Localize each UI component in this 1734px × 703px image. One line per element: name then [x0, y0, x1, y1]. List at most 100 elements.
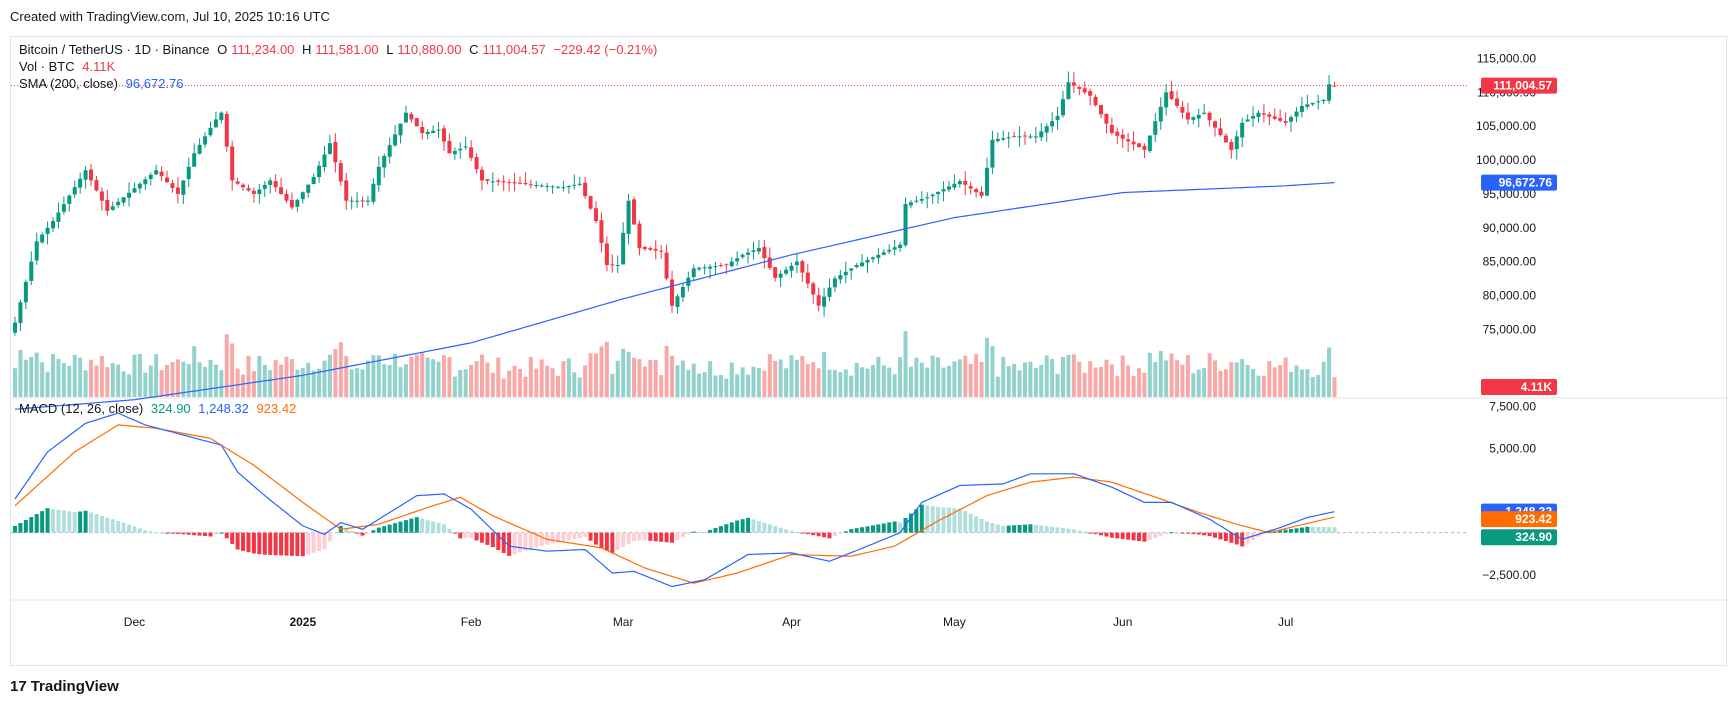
- volume-bar: [691, 363, 696, 397]
- volume-bar: [1294, 365, 1299, 397]
- macd-histogram-bar: [1196, 532, 1201, 535]
- macd-histogram-bar: [572, 532, 577, 540]
- candle-body: [925, 197, 930, 199]
- candle-body: [946, 186, 951, 190]
- sma-label: SMA (200, close): [19, 76, 118, 91]
- candle-body: [680, 287, 685, 298]
- candle-body: [805, 272, 810, 284]
- tradingview-icon: 17: [10, 678, 27, 695]
- volume-bar: [257, 355, 262, 397]
- candle-body: [387, 145, 392, 157]
- macd-histogram-bar: [137, 528, 142, 533]
- volume-bar: [1240, 359, 1245, 397]
- candle-body: [1289, 117, 1294, 122]
- candle-body: [40, 234, 45, 243]
- candle-body: [89, 169, 94, 181]
- macd-histogram-bar: [300, 532, 305, 557]
- macd-histogram-bar: [724, 524, 729, 533]
- macd-histogram-bar: [1044, 526, 1049, 533]
- macd-histogram-bar: [1191, 532, 1196, 535]
- volume-bar: [822, 352, 827, 397]
- volume-bar: [941, 367, 946, 397]
- volume-bar: [29, 356, 34, 397]
- macd-histogram-bar: [1142, 532, 1147, 542]
- macd-histogram-bar: [550, 532, 555, 544]
- sma-legend[interactable]: SMA (200, close) 96,672.76: [19, 76, 187, 91]
- macd-histogram-bar: [653, 532, 658, 542]
- volume-bar: [653, 359, 658, 397]
- macd-histogram-bar: [387, 524, 392, 533]
- candle-body: [192, 153, 197, 167]
- candle-body: [295, 199, 300, 207]
- candle-body: [1088, 91, 1093, 96]
- created-caption: Created with TradingView.com, Jul 10, 20…: [10, 9, 330, 24]
- candle-body: [1039, 131, 1044, 138]
- volume-bar: [300, 367, 305, 397]
- macd-histogram-bar: [208, 532, 213, 537]
- tradingview-logo[interactable]: 17 TradingView: [10, 678, 119, 695]
- volume-bar: [181, 361, 186, 397]
- volume-bar: [925, 367, 930, 397]
- macd-histogram-bar: [1229, 532, 1234, 543]
- candle-body: [713, 266, 718, 268]
- macd-histogram-bar: [887, 522, 892, 533]
- volume-bar: [132, 354, 137, 397]
- macd-histogram-bar: [545, 532, 550, 545]
- macd-histogram-bar: [1299, 527, 1304, 533]
- candle-body: [289, 199, 294, 208]
- macd-histogram-bar: [849, 529, 854, 533]
- candle-body: [1251, 116, 1256, 119]
- volume-bar: [539, 359, 544, 397]
- candle-body: [789, 265, 794, 271]
- volume-bar: [876, 356, 881, 397]
- volume-bar: [67, 365, 72, 397]
- volume-bar: [322, 360, 327, 397]
- macd-histogram-bar: [268, 532, 273, 555]
- chart-frame[interactable]: 75,000.00 80,000.00 85,000.00 90,000.00 95,0…: [10, 36, 1728, 667]
- volume-bar: [371, 355, 376, 397]
- candle-body: [746, 252, 751, 255]
- volume-bar: [1278, 365, 1283, 397]
- volume-bar: [952, 361, 957, 397]
- candle-body: [1137, 143, 1142, 148]
- macd-histogram-bar: [941, 507, 946, 533]
- macd-histogram-bar: [110, 519, 115, 533]
- macd-histogram-bar: [746, 517, 751, 533]
- volume-bar: [773, 360, 778, 397]
- macd-histogram-bar: [517, 532, 522, 553]
- candle-body: [1164, 92, 1169, 108]
- macd-histogram-bar: [561, 532, 566, 542]
- volume-bar: [946, 365, 951, 397]
- volume-bar: [393, 353, 398, 397]
- candle-body: [105, 200, 110, 211]
- macd-histogram-bar: [1115, 532, 1120, 539]
- chart-canvas[interactable]: 75,000.0080,000.0085,000.0090,000.0095,0…: [11, 37, 1728, 667]
- volume-bar: [1289, 372, 1294, 397]
- volume-bar: [235, 368, 240, 397]
- last-price-badge: 111,004.57: [1493, 79, 1552, 93]
- macd-histogram-bar: [870, 525, 875, 533]
- macd-histogram-bar: [1213, 532, 1218, 538]
- volume-bar: [1223, 369, 1228, 397]
- volume-legend[interactable]: Vol · BTC 4.11K: [19, 59, 119, 74]
- symbol-title[interactable]: Bitcoin / TetherUS · 1D · Binance: [19, 42, 210, 57]
- candle-body: [311, 177, 316, 185]
- macd-histogram-bar: [474, 532, 479, 541]
- low-label: L: [386, 42, 394, 57]
- macd-hist-badge: 324.90: [1515, 530, 1552, 544]
- time-tick-label: May: [943, 615, 966, 629]
- ohlc-legend: Bitcoin / TetherUS · 1D · Binance O 111,2…: [19, 42, 661, 57]
- macd-histogram-bar: [1093, 532, 1098, 535]
- macd-histogram-bar: [213, 532, 218, 535]
- macd-histogram-bar: [13, 525, 17, 533]
- candle-body: [170, 183, 175, 188]
- volume-bar: [1088, 361, 1093, 397]
- macd-legend[interactable]: MACD (12, 26, close) 324.90 1,248.32 923…: [19, 401, 300, 416]
- volume-bar: [979, 361, 984, 397]
- candle-body: [615, 265, 620, 266]
- volume-bar: [963, 355, 968, 397]
- candle-body: [1093, 96, 1098, 106]
- macd-histogram-bar: [1158, 532, 1163, 537]
- candle-body: [72, 187, 77, 195]
- candle-body: [127, 192, 132, 198]
